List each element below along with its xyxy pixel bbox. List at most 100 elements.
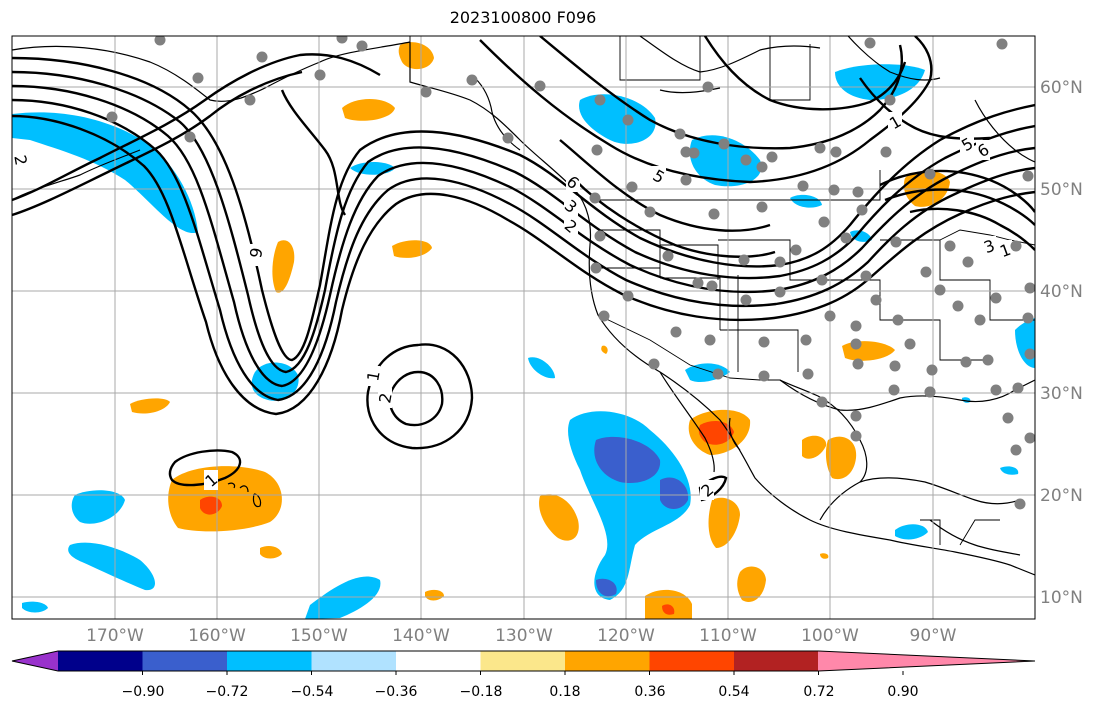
station-dot bbox=[800, 334, 812, 346]
colorbar-tick-label: 0.18 bbox=[549, 684, 580, 700]
station-dot bbox=[622, 114, 634, 126]
colorbar-extend-low bbox=[12, 651, 59, 671]
station-dot bbox=[738, 254, 750, 266]
station-dot bbox=[774, 256, 786, 268]
station-dot bbox=[718, 138, 730, 150]
station-dot bbox=[589, 192, 601, 204]
station-dot bbox=[816, 396, 828, 408]
station-dot bbox=[712, 368, 724, 380]
station-dot bbox=[860, 270, 872, 282]
station-dot bbox=[758, 370, 770, 382]
graticule bbox=[12, 36, 1035, 619]
station-dot bbox=[852, 186, 864, 198]
station-dot bbox=[934, 284, 946, 296]
lat-label: 10°N bbox=[1040, 588, 1083, 608]
station-dot bbox=[594, 230, 606, 242]
station-dot bbox=[974, 314, 986, 326]
map-frame bbox=[11, 35, 1036, 620]
station-dot bbox=[594, 94, 606, 106]
station-dot bbox=[314, 69, 326, 81]
station-dot bbox=[106, 111, 118, 123]
station-dot bbox=[622, 290, 634, 302]
station-dot bbox=[466, 74, 478, 86]
contour-label: 6 bbox=[245, 246, 265, 259]
longitude-labels: 170°W 160°W 150°W 140°W 130°W 120°W 110°… bbox=[86, 626, 957, 646]
lon-label: 130°W bbox=[495, 626, 553, 646]
lat-label: 50°N bbox=[1040, 180, 1083, 200]
station-dot bbox=[756, 161, 768, 173]
lon-label: 90°W bbox=[910, 626, 957, 646]
contour-label-group: 6 1 2 1 2 6 5 3 2 6 5 1 2 3 bbox=[10, 112, 1013, 501]
station-dot bbox=[192, 72, 204, 84]
station-dot bbox=[850, 338, 862, 350]
station-dot bbox=[864, 37, 876, 49]
map-title: 2023100800 F096 bbox=[449, 8, 597, 27]
station-dot bbox=[1024, 282, 1035, 294]
lat-label: 20°N bbox=[1040, 486, 1083, 506]
colorbar-segment bbox=[734, 651, 819, 671]
colorbar-tick-label: 0.36 bbox=[634, 684, 665, 700]
station-dot bbox=[662, 250, 674, 262]
station-dot bbox=[802, 368, 814, 380]
negative-anomaly-shading bbox=[12, 64, 1035, 619]
station-dot bbox=[356, 40, 368, 52]
station-markers bbox=[106, 36, 1035, 510]
station-dot bbox=[944, 240, 956, 252]
station-dot bbox=[892, 314, 904, 326]
station-dot bbox=[740, 154, 752, 166]
station-dot bbox=[336, 36, 348, 44]
lon-label: 160°W bbox=[188, 626, 246, 646]
station-dot bbox=[704, 334, 716, 346]
station-dot bbox=[818, 216, 830, 228]
station-dot bbox=[1010, 444, 1022, 456]
station-dot bbox=[790, 244, 802, 256]
station-dot bbox=[774, 286, 786, 298]
station-dot bbox=[1002, 412, 1014, 424]
station-dot bbox=[680, 174, 692, 186]
station-dot bbox=[952, 300, 964, 312]
station-dot bbox=[828, 184, 840, 196]
colorbar-tick-label: 0.72 bbox=[803, 684, 834, 700]
station-dot bbox=[688, 147, 700, 159]
station-dot bbox=[591, 144, 603, 156]
station-dot bbox=[706, 280, 718, 292]
station-dot bbox=[1024, 348, 1035, 360]
colorbar-extend-high bbox=[818, 651, 1035, 671]
colorbar-tick-label: 0.54 bbox=[718, 684, 749, 700]
station-dot bbox=[982, 354, 994, 366]
colorbar-segment bbox=[649, 651, 735, 671]
station-dot bbox=[996, 38, 1008, 50]
station-dot bbox=[816, 274, 828, 286]
station-dot bbox=[648, 358, 660, 370]
station-dot bbox=[758, 336, 770, 348]
station-dot bbox=[926, 364, 938, 376]
station-dot bbox=[674, 128, 686, 140]
station-dot bbox=[889, 360, 901, 372]
station-dot bbox=[756, 201, 768, 213]
station-dot bbox=[1014, 498, 1026, 510]
colorbar-tick-label: −0.18 bbox=[460, 684, 503, 700]
colorbar-segment bbox=[142, 651, 228, 671]
station-dot bbox=[960, 356, 972, 368]
station-dot bbox=[740, 294, 752, 306]
station-dot bbox=[884, 94, 896, 106]
lon-label: 140°W bbox=[392, 626, 450, 646]
colorbar-tick-labels: −0.90 −0.72 −0.54 −0.36 −0.18 0.18 0.36 … bbox=[122, 684, 919, 700]
colorbar-segment bbox=[58, 651, 143, 671]
lon-label: 110°W bbox=[699, 626, 757, 646]
latitude-labels: 60°N 50°N 40°N 30°N 20°N 10°N bbox=[1040, 78, 1083, 608]
station-dot bbox=[890, 236, 902, 248]
station-dot bbox=[154, 36, 166, 46]
station-dot bbox=[1022, 170, 1034, 182]
station-dot bbox=[702, 81, 714, 93]
station-dot bbox=[708, 208, 720, 220]
contour-label: 2 bbox=[10, 154, 30, 167]
colorbar bbox=[11, 650, 1036, 675]
station-dot bbox=[244, 94, 256, 106]
colorbar-segment bbox=[311, 651, 397, 671]
station-dot bbox=[420, 86, 432, 98]
station-dot bbox=[962, 256, 974, 268]
station-dot bbox=[924, 386, 936, 398]
station-dot bbox=[184, 131, 196, 143]
